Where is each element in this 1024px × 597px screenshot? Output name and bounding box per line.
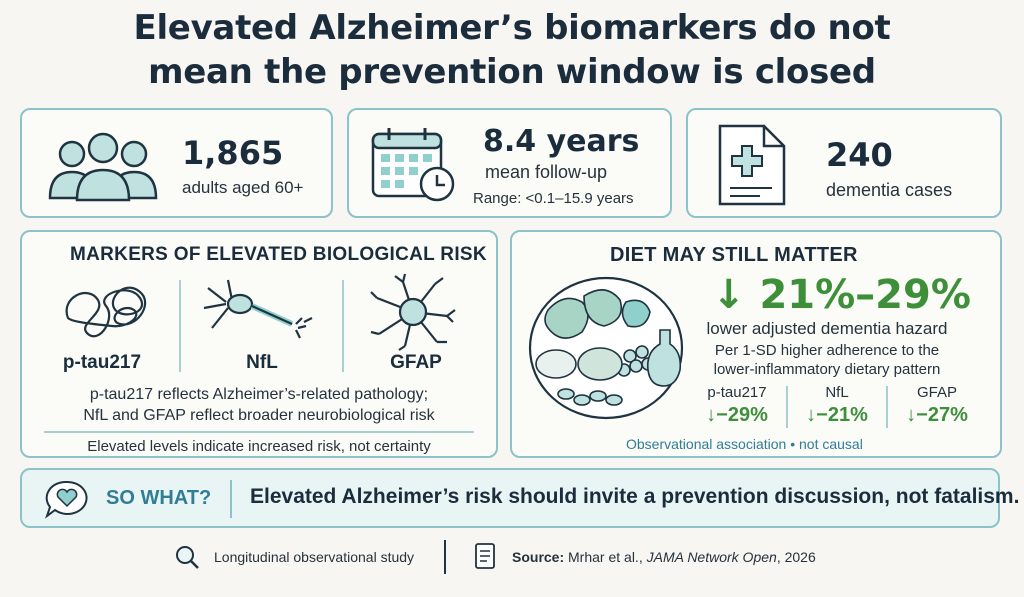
page-title: Elevated Alzheimer’s biomarkers do not m… (0, 6, 1024, 94)
diet-breakdown-value-nfl: ↓−21% (806, 404, 868, 426)
diet-reduction-range: ↓ 21%–29% (712, 272, 971, 318)
so-what-divider (230, 480, 232, 518)
adults-number: 1,865 (182, 134, 284, 172)
medical-document-icon (718, 124, 786, 206)
cases-label: dementia cases (826, 180, 953, 200)
markers-divider (44, 431, 474, 433)
stat-card-adults: 1,865 adults aged 60+ (20, 108, 333, 218)
footer-source: Source: Mrhar et al., JAMA Network Open,… (512, 549, 816, 565)
so-what-banner: SO WHAT? Elevated Alzheimer’s risk shoul… (20, 468, 1019, 528)
stat-card-followup: 8.4 years mean follow-up Range: <0.1–15.… (347, 108, 672, 218)
people-icon (48, 132, 158, 202)
markers-desc-2: NfL and GFAP reflect broader neurobiolog… (83, 407, 435, 424)
diet-breakdown-label-ptau217: p-tau217 (707, 384, 767, 401)
footer-divider (444, 540, 446, 574)
footer-source-year: , 2026 (776, 549, 816, 565)
damaged-neuron-icon (203, 279, 313, 339)
diet-heading: DIET MAY STILL MATTER (610, 244, 858, 266)
so-what-message: Elevated Alzheimer’s risk should invite … (250, 485, 1020, 508)
so-what-label: SO WHAT? (106, 487, 212, 509)
markers-heading: MARKERS OF ELEVATED BIOLOGICAL RISK (70, 244, 487, 265)
diet-per-2: lower-inflammatory dietary pattern (713, 361, 941, 378)
diet-observational-note: Observational association • not causal (626, 436, 863, 452)
footer-study-type: Longitudinal observational study (214, 549, 415, 565)
diet-per-1: Per 1-SD higher adherence to the (714, 342, 940, 359)
diet-divider-1 (786, 386, 788, 428)
marker-label-ptau217: p-tau217 (62, 352, 142, 373)
astrocyte-icon (370, 273, 456, 351)
followup-label: mean follow-up (485, 162, 608, 182)
marker-label-nfl: NfL (246, 352, 278, 373)
markers-desc-1: p-tau217 reflects Alzheimer’s-related pa… (89, 386, 429, 403)
title-line-1: Elevated Alzheimer’s biomarkers do not (133, 8, 891, 48)
footer-source-label: Source: (512, 549, 565, 565)
footer-source-authors: Mrhar et al., (568, 549, 643, 565)
tangle-icon (65, 286, 147, 338)
diet-breakdown-value-gfap: ↓−27% (906, 404, 968, 426)
food-plate-icon (528, 276, 684, 420)
markers-panel: MARKERS OF ELEVATED BIOLOGICAL RISK p-ta… (20, 230, 498, 458)
marker-divider-2 (342, 280, 344, 372)
diet-breakdown-label-nfl: NfL (825, 384, 849, 401)
calendar-clock-icon (371, 128, 455, 202)
diet-hazard-label: lower adjusted dementia hazard (706, 319, 948, 338)
marker-label-gfap: GFAP (390, 352, 442, 373)
diet-breakdown-label-gfap: GFAP (916, 384, 957, 401)
followup-number: 8.4 years (483, 124, 640, 159)
document-icon (475, 543, 495, 569)
footer-source-journal: JAMA Network Open (646, 549, 777, 565)
cases-number: 240 (826, 136, 893, 174)
diet-breakdown-value-ptau217: ↓−29% (706, 404, 768, 426)
magnifier-icon (176, 546, 199, 569)
diet-divider-2 (886, 386, 888, 428)
diet-panel: DIET MAY STILL MATTER ↓ 21%–29% lower ad… (510, 230, 1002, 458)
followup-range: Range: <0.1–15.9 years (473, 190, 634, 207)
heart-speech-icon (45, 480, 88, 519)
title-line-2: mean the prevention window is closed (148, 52, 876, 92)
stat-card-cases: 240 dementia cases (686, 108, 1002, 218)
marker-divider-1 (179, 280, 181, 372)
markers-caveat: Elevated levels indicate increased risk,… (87, 438, 431, 455)
adults-label: adults aged 60+ (182, 178, 304, 197)
